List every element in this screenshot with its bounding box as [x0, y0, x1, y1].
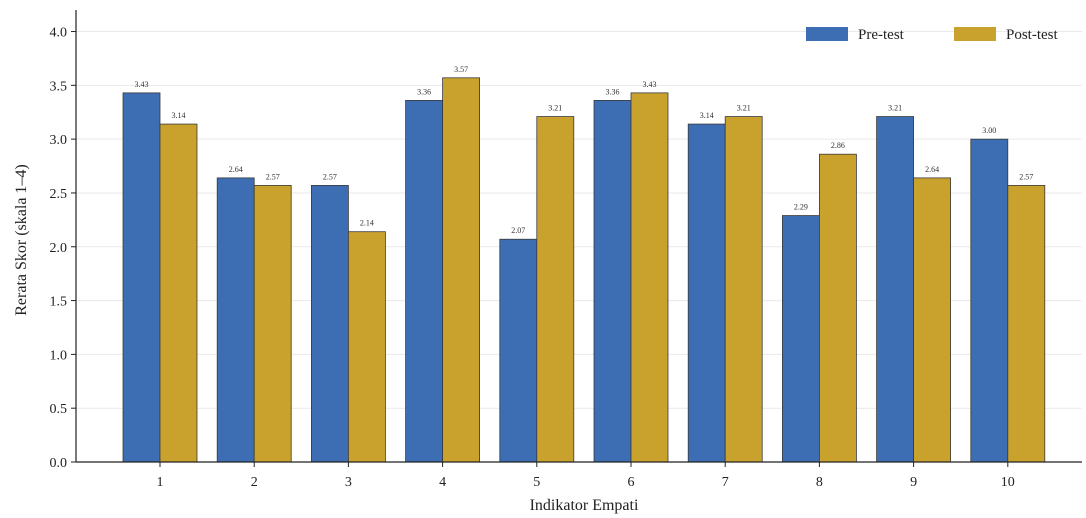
- legend: Pre-test Post-test: [806, 27, 1059, 43]
- y-tick-label-4: 2.0: [50, 241, 68, 256]
- bar-pre-test-10: [970, 138, 1009, 463]
- x-tick-label-0: 1: [157, 475, 164, 490]
- bar-pre-test-1: [122, 92, 161, 463]
- bars: [122, 77, 1046, 463]
- y-tick-label-2: 1.0: [50, 348, 68, 363]
- data-label-0-6: 3.14: [700, 111, 714, 120]
- x-tick-label-7: 8: [816, 475, 823, 490]
- data-labels: 3.43 2.64 2.57 3.36 2.07 3.36 3.14 2.29 3.21 3.00…: [135, 65, 1034, 235]
- x-tick-label-9: 10: [1001, 475, 1015, 490]
- x-tick-labels: 1 2 3 4 5 6 7 8 9 10: [157, 462, 1015, 490]
- y-tick-label-5: 2.5: [50, 187, 68, 202]
- bar-post-test-10: [1007, 185, 1046, 463]
- data-label-1-7: 2.86: [831, 141, 845, 150]
- bar-pre-test-9: [876, 116, 914, 463]
- y-tick-label-8: 4.0: [50, 26, 68, 41]
- data-label-0-0: 3.43: [135, 80, 149, 89]
- data-label-1-8: 2.64: [925, 165, 939, 174]
- bar-pre-test-4: [405, 100, 444, 463]
- bar-post-test-1: [159, 123, 198, 463]
- legend-label-post-test: Post-test: [1006, 27, 1059, 43]
- data-label-0-4: 2.07: [511, 226, 525, 235]
- data-label-1-9: 2.57: [1019, 172, 1033, 181]
- bar-pre-test-5: [499, 238, 538, 463]
- data-label-0-5: 3.36: [606, 87, 620, 96]
- data-label-0-8: 3.21: [888, 104, 902, 113]
- bar-post-test-6: [630, 92, 669, 463]
- bar-post-test-4: [442, 77, 481, 463]
- y-tick-label-0: 0.0: [50, 456, 68, 471]
- data-label-0-3: 3.36: [417, 87, 431, 96]
- data-label-1-4: 3.21: [548, 104, 562, 113]
- bar-post-test-5: [536, 116, 575, 463]
- x-tick-label-3: 4: [439, 475, 446, 490]
- data-label-0-2: 2.57: [323, 172, 337, 181]
- data-label-0-1: 2.64: [229, 165, 243, 174]
- x-tick-label-8: 9: [910, 475, 917, 490]
- data-label-1-6: 3.21: [737, 104, 751, 113]
- data-label-1-3: 3.57: [454, 65, 468, 74]
- data-label-1-1: 2.57: [266, 172, 280, 181]
- data-label-0-9: 3.00: [982, 126, 996, 135]
- bar-post-test-9: [913, 177, 951, 463]
- bar-pre-test-8: [782, 215, 820, 463]
- y-tick-label-3: 1.5: [50, 295, 68, 310]
- bar-pre-test-3: [310, 185, 349, 463]
- legend-swatch-post-test: [954, 27, 996, 41]
- x-tick-label-5: 6: [628, 475, 635, 490]
- y-tick-label-6: 3.0: [50, 133, 68, 148]
- bar-post-test-2: [253, 185, 292, 463]
- data-label-0-7: 2.29: [794, 203, 808, 212]
- bar-pre-test-2: [216, 177, 255, 463]
- legend-label-pre-test: Pre-test: [858, 27, 905, 43]
- bar-post-test-8: [819, 153, 857, 463]
- legend-swatch-pre-test: [806, 27, 848, 41]
- bar-post-test-7: [724, 116, 763, 463]
- data-label-1-2: 2.14: [360, 219, 374, 228]
- x-axis-title: Indikator Empati: [530, 497, 639, 514]
- bar-post-test-3: [347, 231, 386, 463]
- x-tick-label-2: 3: [345, 475, 352, 490]
- bar-pre-test-6: [593, 100, 632, 463]
- y-axis-title: Rerata Skor (skala 1–4): [13, 164, 30, 316]
- x-tick-label-1: 2: [251, 475, 258, 490]
- x-tick-label-4: 5: [533, 475, 540, 490]
- y-tick-labels: 0.0 0.5 1.0 1.5 2.0 2.5 3.0 3.5 4.0: [50, 26, 76, 471]
- bar-pre-test-7: [687, 123, 726, 463]
- data-label-1-5: 3.43: [643, 80, 657, 89]
- x-tick-label-6: 7: [722, 475, 729, 490]
- data-label-1-0: 3.14: [172, 111, 186, 120]
- y-tick-label-7: 3.5: [50, 79, 68, 94]
- y-tick-label-1: 0.5: [50, 402, 68, 417]
